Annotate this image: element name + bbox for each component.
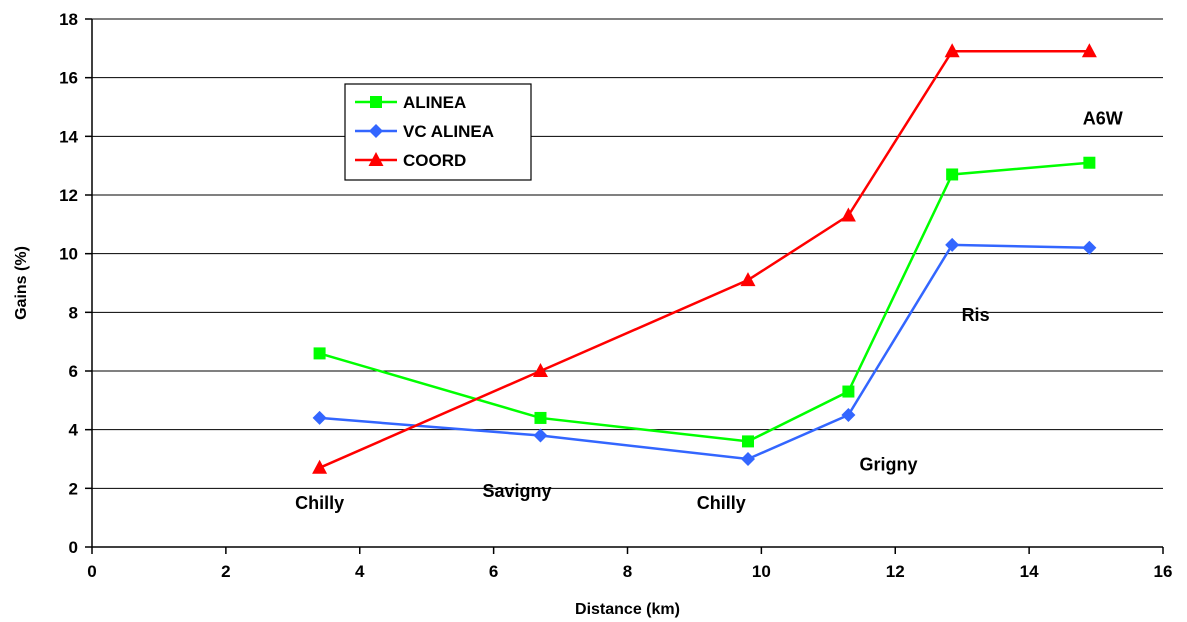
y-tick-label: 6 <box>69 362 78 381</box>
legend-item: COORD <box>355 151 466 170</box>
legend-swatch-marker <box>369 124 383 138</box>
series-line <box>319 161 1090 443</box>
x-tick-label: 12 <box>886 562 905 581</box>
series-layer <box>312 43 1097 474</box>
data-point <box>944 43 960 58</box>
x-tick-label: 2 <box>221 562 230 581</box>
annotations: Chilly Savigny Chilly Grigny Ris A6W <box>295 109 1123 513</box>
data-point <box>1082 240 1097 255</box>
x-tick-label: 8 <box>623 562 632 581</box>
x-tick-label: 0 <box>87 562 96 581</box>
y-tick-label: 8 <box>69 303 78 322</box>
legend-swatch-marker <box>368 152 384 166</box>
data-point <box>312 410 327 425</box>
x-tick-label: 4 <box>355 562 365 581</box>
x-axis-title: Distance (km) <box>575 601 680 618</box>
y-tick-label: 10 <box>59 245 78 264</box>
y-axis-title: Gains (%) <box>13 246 30 320</box>
annotation-label: A6W <box>1083 109 1123 129</box>
annotation-label: Chilly <box>697 493 746 513</box>
series-line <box>319 50 1090 469</box>
annotation-label: Ris <box>962 305 990 325</box>
x-tick-label: 10 <box>752 562 771 581</box>
x-tick-label: 16 <box>1154 562 1173 581</box>
gridlines <box>92 18 1163 489</box>
data-point <box>740 272 756 287</box>
x-tick-label: 14 <box>1020 562 1039 581</box>
data-point <box>533 428 548 443</box>
data-point <box>1081 43 1097 58</box>
legend-label: VC ALINEA <box>403 122 494 141</box>
y-tick-label: 0 <box>69 538 78 557</box>
annotation-label: Chilly <box>295 493 344 513</box>
y-tick-labels: 0 2 4 6 8 10 12 14 16 18 <box>59 10 78 557</box>
data-point <box>842 385 855 398</box>
x-tick-label: 6 <box>489 562 498 581</box>
legend-item: ALINEA <box>355 93 466 112</box>
series-coord <box>312 43 1097 474</box>
data-point <box>313 347 326 360</box>
data-point <box>532 363 548 377</box>
legend-label: ALINEA <box>403 93 466 112</box>
legend-item: VC ALINEA <box>355 122 494 141</box>
x-tick-labels: 0 2 4 6 8 10 12 14 16 <box>87 562 1172 581</box>
y-tick-label: 12 <box>59 186 78 205</box>
series-alinea <box>313 156 1096 448</box>
data-point <box>534 411 547 424</box>
y-tick-label: 4 <box>69 421 79 440</box>
data-point <box>312 459 328 474</box>
data-point <box>741 435 754 448</box>
y-tick-label: 16 <box>59 69 78 88</box>
y-tick-label: 18 <box>59 10 78 29</box>
y-tick-label: 14 <box>59 127 78 146</box>
data-point <box>1083 156 1096 169</box>
data-point <box>945 237 960 252</box>
series-vc-alinea <box>312 237 1097 466</box>
data-point <box>840 207 856 222</box>
legend: ALINEA VC ALINEA COORD <box>344 83 532 181</box>
legend-label: COORD <box>403 151 466 170</box>
legend-swatch-marker <box>370 96 382 108</box>
y-tick-label: 2 <box>69 479 78 498</box>
annotation-label: Savigny <box>483 481 552 501</box>
data-point <box>841 408 856 422</box>
data-point <box>740 452 755 466</box>
annotation-label: Grigny <box>860 455 918 475</box>
data-point <box>946 168 959 181</box>
series-line <box>319 243 1090 461</box>
axes <box>85 18 1164 554</box>
